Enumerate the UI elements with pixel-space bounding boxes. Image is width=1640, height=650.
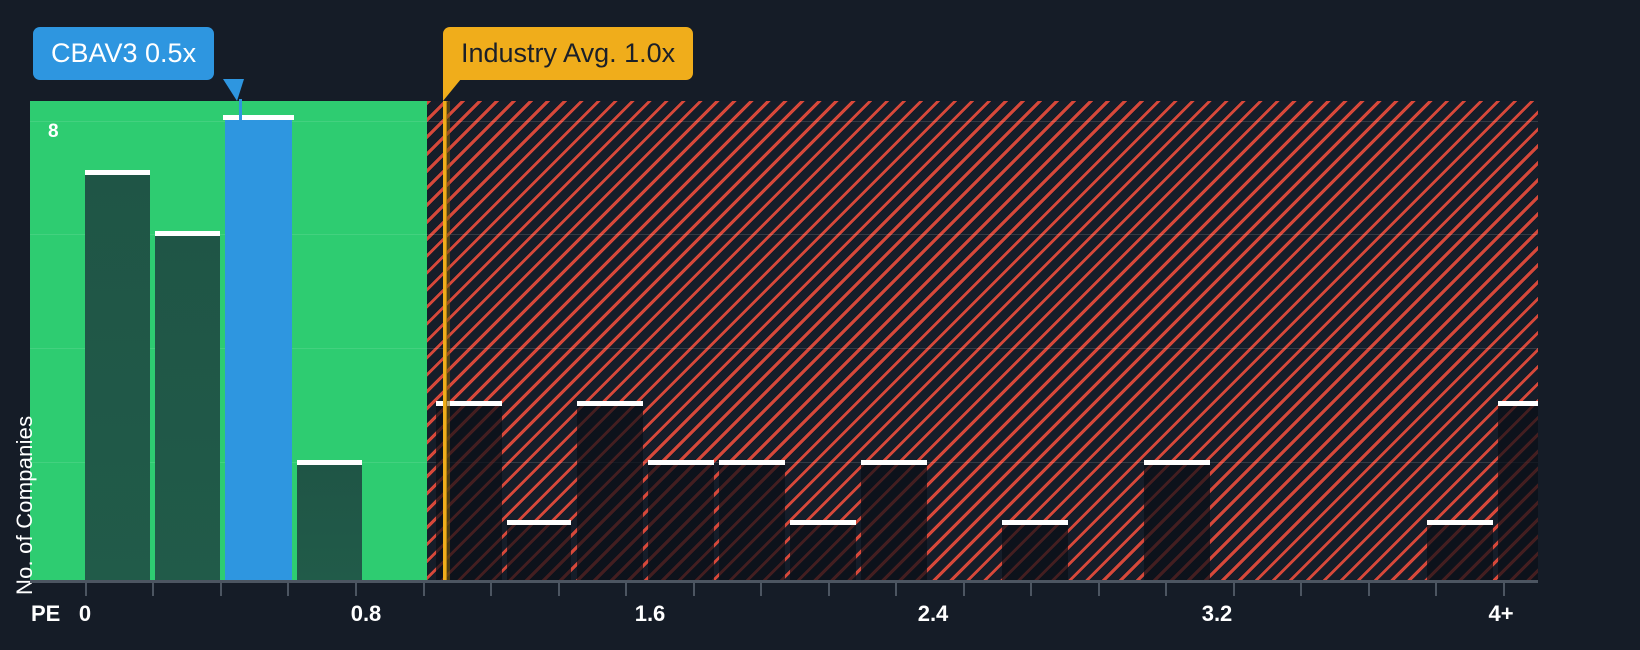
x-tick-15: [1098, 583, 1100, 596]
bar-8[interactable]: [719, 460, 785, 580]
x-tick-10: [760, 583, 762, 596]
bar-0[interactable]: [85, 170, 150, 580]
x-axis-label-3: 2.4: [917, 601, 949, 626]
bar-company-highlight[interactable]: [223, 115, 294, 580]
x-tick-6: [490, 583, 492, 596]
x-axis-prefix-label: PE: [31, 601, 61, 626]
x-axis-label-2: 1.6: [634, 601, 666, 626]
x-tick-5: [423, 583, 425, 596]
bar-cap: [297, 460, 362, 465]
company-callout-tail: [223, 79, 244, 101]
gridline-0: [427, 121, 1538, 122]
x-tick-12: [895, 583, 897, 596]
bar-7[interactable]: [648, 460, 714, 580]
industry-average-line: [443, 101, 450, 580]
bar-11[interactable]: [1002, 520, 1068, 580]
bar-cap: [790, 520, 856, 525]
plot-area: [30, 101, 1538, 580]
bar-3[interactable]: [297, 460, 362, 580]
industry-callout-label: Industry Avg. 1.0x: [461, 38, 676, 68]
x-axis-label-5: 4+: [1488, 601, 1514, 626]
bar-1[interactable]: [155, 231, 220, 580]
industry-callout[interactable]: Industry Avg. 1.0x: [443, 27, 694, 101]
bar-cap: [223, 115, 294, 120]
bar-cap: [1498, 401, 1538, 406]
bar-cap: [1002, 520, 1068, 525]
x-tick-19: [1368, 583, 1370, 596]
x-tick-7: [558, 583, 560, 596]
x-tick-13: [963, 583, 965, 596]
bar-cap: [577, 401, 643, 406]
bar-13[interactable]: [1427, 520, 1493, 580]
company-callout-stem: [239, 99, 242, 149]
x-tick-14: [1030, 583, 1032, 596]
bar-cap: [155, 231, 220, 236]
bar-14[interactable]: [1498, 401, 1538, 580]
bar-6[interactable]: [577, 401, 643, 580]
x-tick-3: [287, 583, 289, 596]
bar-12[interactable]: [1144, 460, 1210, 580]
x-tick-11: [828, 583, 830, 596]
bar-cap: [507, 520, 571, 525]
x-axis-label-0: 0: [78, 601, 92, 626]
x-tick-8: [625, 583, 627, 596]
x-tick-4: [355, 583, 357, 596]
x-tick-21: [1503, 583, 1505, 596]
company-callout-label: CBAV3 0.5x: [51, 38, 197, 68]
x-tick-18: [1300, 583, 1302, 596]
x-tick-16: [1165, 583, 1167, 596]
bar-5[interactable]: [507, 520, 571, 580]
bar-10[interactable]: [861, 460, 927, 580]
y-axis-tick-8: 8: [48, 121, 59, 142]
x-axis-label-1: 0.8: [350, 601, 382, 626]
x-tick-2: [220, 583, 222, 596]
bar-cap: [1427, 520, 1493, 525]
x-tick-0: [85, 583, 87, 596]
y-axis-title: No. of Companies: [12, 415, 37, 595]
industry-average-line-shadow: [446, 101, 450, 580]
bar-cap: [85, 170, 150, 175]
bar-cap: [861, 460, 927, 465]
bar-9[interactable]: [790, 520, 856, 580]
bar-cap: [719, 460, 785, 465]
gridline-3: [427, 462, 1538, 463]
x-tick-20: [1435, 583, 1437, 596]
gridline-2: [427, 348, 1538, 349]
gridline-1: [427, 234, 1538, 235]
x-tick-1: [152, 583, 154, 596]
bar-cap: [436, 401, 502, 406]
x-axis-label-4: 3.2: [1201, 601, 1233, 626]
company-callout[interactable]: CBAV3 0.5x: [33, 27, 244, 149]
bar-cap: [1144, 460, 1210, 465]
x-tick-17: [1233, 583, 1235, 596]
bar-cap: [648, 460, 714, 465]
industry-callout-tail: [443, 79, 461, 101]
x-axis-line: [30, 580, 1538, 583]
x-tick-9: [693, 583, 695, 596]
